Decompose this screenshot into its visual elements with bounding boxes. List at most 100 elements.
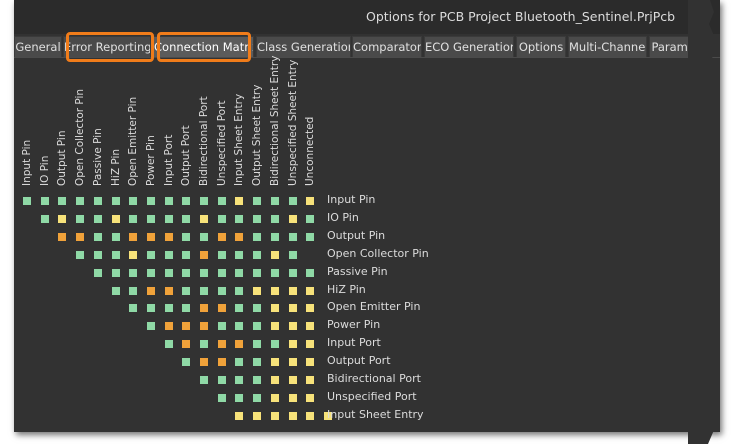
matrix-cell[interactable] bbox=[217, 232, 226, 241]
matrix-cell[interactable] bbox=[253, 411, 262, 420]
matrix-cell[interactable] bbox=[182, 286, 191, 295]
matrix-cell[interactable] bbox=[270, 393, 279, 402]
matrix-cell[interactable] bbox=[164, 322, 173, 331]
matrix-cell[interactable] bbox=[270, 268, 279, 277]
matrix-cell[interactable] bbox=[235, 322, 244, 331]
matrix-cell[interactable] bbox=[217, 214, 226, 223]
matrix-cell[interactable] bbox=[306, 393, 315, 402]
matrix-cell[interactable] bbox=[111, 250, 120, 259]
matrix-cell[interactable] bbox=[200, 376, 208, 384]
matrix-cell[interactable] bbox=[182, 358, 191, 367]
matrix-cell[interactable] bbox=[58, 214, 67, 223]
matrix-cell[interactable] bbox=[200, 232, 208, 241]
matrix-cell[interactable] bbox=[253, 393, 262, 402]
matrix-cell[interactable] bbox=[58, 197, 67, 205]
matrix-cell[interactable] bbox=[164, 304, 173, 313]
matrix-cell[interactable] bbox=[182, 214, 191, 223]
matrix-cell[interactable] bbox=[306, 358, 315, 367]
matrix-cell[interactable] bbox=[200, 304, 208, 313]
matrix-cell[interactable] bbox=[217, 304, 226, 313]
matrix-cell[interactable] bbox=[306, 197, 315, 205]
matrix-cell[interactable] bbox=[200, 197, 208, 205]
matrix-cell[interactable] bbox=[200, 286, 208, 295]
matrix-cell[interactable] bbox=[217, 340, 226, 349]
tab-class-generation[interactable]: Class Generation bbox=[256, 36, 351, 57]
matrix-cell[interactable] bbox=[235, 286, 244, 295]
matrix-cell[interactable] bbox=[93, 268, 102, 277]
matrix-cell[interactable] bbox=[200, 340, 208, 349]
matrix-cell[interactable] bbox=[146, 214, 155, 223]
matrix-cell[interactable] bbox=[129, 197, 138, 205]
matrix-cell[interactable] bbox=[23, 197, 31, 205]
matrix-cell[interactable] bbox=[288, 358, 297, 367]
matrix-cell[interactable] bbox=[93, 214, 102, 223]
matrix-cell[interactable] bbox=[306, 304, 315, 313]
matrix-cell[interactable] bbox=[306, 376, 315, 384]
matrix-cell[interactable] bbox=[146, 232, 155, 241]
matrix-cell[interactable] bbox=[270, 197, 279, 205]
matrix-cell[interactable] bbox=[306, 286, 315, 295]
matrix-cell[interactable] bbox=[76, 232, 85, 241]
matrix-cell[interactable] bbox=[235, 268, 244, 277]
matrix-cell[interactable] bbox=[235, 376, 244, 384]
matrix-cell[interactable] bbox=[306, 411, 315, 420]
tab-comparator[interactable]: Comparator bbox=[352, 36, 422, 57]
matrix-cell[interactable] bbox=[200, 322, 208, 331]
matrix-cell[interactable] bbox=[288, 322, 297, 331]
matrix-cell[interactable] bbox=[146, 322, 155, 331]
matrix-cell[interactable] bbox=[253, 286, 262, 295]
matrix-cell[interactable] bbox=[200, 358, 208, 367]
tab-multi-channel[interactable]: Multi-Channel bbox=[568, 36, 647, 57]
matrix-cell[interactable] bbox=[235, 197, 244, 205]
matrix-cell[interactable] bbox=[182, 250, 191, 259]
matrix-cell[interactable] bbox=[288, 268, 297, 277]
matrix-cell[interactable] bbox=[253, 358, 262, 367]
matrix-cell[interactable] bbox=[253, 304, 262, 313]
matrix-cell[interactable] bbox=[164, 232, 173, 241]
matrix-cell[interactable] bbox=[217, 322, 226, 331]
matrix-cell[interactable] bbox=[182, 232, 191, 241]
matrix-cell[interactable] bbox=[111, 232, 120, 241]
matrix-cell[interactable] bbox=[288, 376, 297, 384]
matrix-cell[interactable] bbox=[111, 268, 120, 277]
matrix-cell[interactable] bbox=[270, 376, 279, 384]
matrix-cell[interactable] bbox=[129, 286, 138, 295]
matrix-cell[interactable] bbox=[217, 250, 226, 259]
matrix-cell[interactable] bbox=[182, 322, 191, 331]
matrix-cell[interactable] bbox=[235, 214, 244, 223]
matrix-cell[interactable] bbox=[76, 250, 85, 259]
matrix-cell[interactable] bbox=[288, 250, 297, 259]
matrix-cell[interactable] bbox=[270, 411, 279, 420]
matrix-cell[interactable] bbox=[164, 197, 173, 205]
matrix-cell[interactable] bbox=[164, 268, 173, 277]
matrix-cell[interactable] bbox=[40, 197, 49, 205]
matrix-cell[interactable] bbox=[200, 214, 208, 223]
matrix-cell[interactable] bbox=[129, 250, 138, 259]
matrix-cell[interactable] bbox=[182, 268, 191, 277]
matrix-cell[interactable] bbox=[235, 393, 244, 402]
matrix-cell[interactable] bbox=[164, 286, 173, 295]
matrix-cell[interactable] bbox=[235, 358, 244, 367]
matrix-cell[interactable] bbox=[111, 286, 120, 295]
tab-options[interactable]: Options bbox=[516, 36, 566, 57]
matrix-cell[interactable] bbox=[253, 250, 262, 259]
matrix-cell[interactable] bbox=[129, 268, 138, 277]
matrix-cell[interactable] bbox=[235, 411, 244, 420]
matrix-cell[interactable] bbox=[76, 214, 85, 223]
matrix-cell[interactable] bbox=[129, 232, 138, 241]
matrix-cell[interactable] bbox=[111, 197, 120, 205]
matrix-cell[interactable] bbox=[58, 232, 67, 241]
matrix-cell[interactable] bbox=[235, 340, 244, 349]
matrix-cell[interactable] bbox=[288, 232, 297, 241]
matrix-cell[interactable] bbox=[217, 393, 226, 402]
matrix-cell[interactable] bbox=[217, 286, 226, 295]
matrix-cell[interactable] bbox=[182, 340, 191, 349]
matrix-cell[interactable] bbox=[288, 286, 297, 295]
matrix-cell[interactable] bbox=[270, 304, 279, 313]
matrix-cell[interactable] bbox=[270, 286, 279, 295]
tab-error-reporting[interactable]: Error Reporting bbox=[63, 36, 151, 57]
matrix-cell[interactable] bbox=[200, 268, 208, 277]
matrix-cell[interactable] bbox=[253, 232, 262, 241]
matrix-cell[interactable] bbox=[76, 197, 85, 205]
matrix-cell[interactable] bbox=[253, 197, 262, 205]
